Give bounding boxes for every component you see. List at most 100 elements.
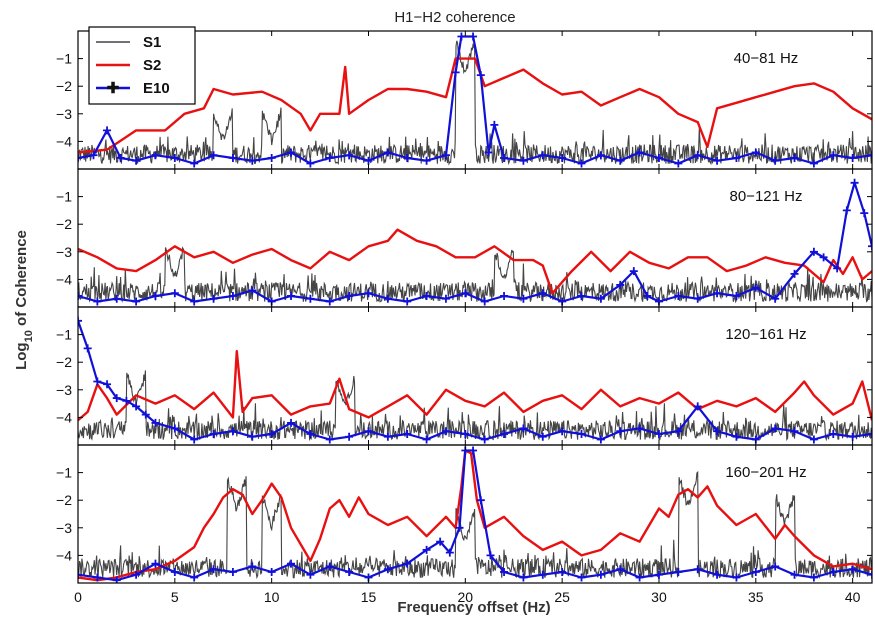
e10-marker	[248, 432, 257, 441]
e10-marker	[345, 151, 354, 160]
e10-marker	[422, 435, 431, 444]
e10-marker	[538, 570, 547, 579]
e10-marker	[209, 294, 218, 303]
panel-3-plot-area	[78, 316, 872, 444]
e10-marker	[103, 380, 112, 389]
e10-marker	[500, 153, 509, 162]
e10-marker	[325, 153, 334, 162]
y-tick-label: −1	[56, 327, 72, 343]
panel-2-plot-area	[78, 178, 872, 306]
e10-marker	[577, 429, 586, 438]
e10-marker	[809, 247, 818, 256]
e10-marker	[850, 178, 859, 187]
e10-marker	[151, 291, 160, 300]
panel-3: −4 −3 −2 −1 120−161 Hz	[56, 306, 873, 446]
e10-marker	[635, 424, 644, 433]
e10-marker	[345, 291, 354, 300]
e10-marker	[306, 159, 315, 168]
e10-marker	[248, 156, 257, 165]
e10-marker	[674, 291, 683, 300]
e10-marker	[771, 562, 780, 571]
e10-marker	[445, 548, 454, 557]
e10-marker	[809, 573, 818, 582]
e10-marker	[287, 559, 296, 568]
e10-marker	[455, 523, 464, 532]
e10-marker	[267, 567, 276, 576]
y-axis-label-main: Log	[13, 342, 30, 370]
e10-marker	[383, 432, 392, 441]
e10-marker	[596, 294, 605, 303]
e10-marker	[190, 159, 199, 168]
e10-marker	[78, 316, 82, 325]
e10-marker	[469, 446, 478, 455]
e10-marker	[287, 291, 296, 300]
e10-marker	[500, 567, 509, 576]
e10-marker	[403, 153, 412, 162]
e10-marker	[490, 120, 499, 129]
e10-marker	[790, 570, 799, 579]
e10-marker	[383, 294, 392, 303]
e10-marker	[616, 565, 625, 574]
e10-marker	[190, 573, 199, 582]
panel-4: −4 −3 −2 −1 160−201 Hz	[56, 444, 873, 584]
e10-marker	[829, 429, 838, 438]
e10-marker	[809, 435, 818, 444]
e10-marker	[519, 294, 528, 303]
series-s2-line	[78, 57, 872, 154]
y-tick-label: −2	[56, 216, 72, 232]
x-tick-label: 30	[651, 589, 667, 605]
legend-marker-e10: ✚	[107, 80, 120, 97]
e10-marker	[209, 151, 218, 160]
y-tick-label: −2	[56, 354, 72, 370]
e10-marker	[674, 567, 683, 576]
e10-marker	[842, 206, 851, 215]
e10-marker	[558, 153, 567, 162]
e10-marker	[476, 496, 485, 505]
e10-marker	[868, 151, 872, 160]
e10-marker	[78, 291, 82, 300]
e10-marker	[486, 551, 495, 560]
x-tick-label: 40	[845, 589, 861, 605]
e10-marker	[228, 291, 237, 300]
e10-marker	[538, 432, 547, 441]
y-tick-label: −2	[56, 78, 72, 94]
e10-marker	[732, 153, 741, 162]
e10-marker	[170, 153, 179, 162]
e10-marker	[345, 432, 354, 441]
e10-marker	[112, 294, 121, 303]
e10-marker	[151, 418, 160, 427]
e10-marker	[654, 429, 663, 438]
e10-marker	[829, 567, 838, 576]
series-s2-line	[78, 449, 872, 582]
y-tick-label: −2	[56, 492, 72, 508]
e10-marker	[476, 71, 485, 80]
y-tick-label: −1	[56, 189, 72, 205]
e10-marker	[441, 294, 450, 303]
panel-1-plot-area	[78, 32, 872, 168]
e10-marker	[629, 267, 638, 276]
e10-marker	[848, 432, 857, 441]
series-e10-line	[78, 320, 872, 441]
panel-4-frame	[77, 444, 873, 584]
e10-marker	[819, 253, 828, 262]
e10-marker	[538, 289, 547, 298]
panel-2-label: 80−121 Hz	[730, 188, 803, 205]
e10-marker	[500, 429, 509, 438]
e10-marker	[461, 429, 470, 438]
legend-label-s2: S2	[143, 57, 161, 74]
e10-marker	[364, 289, 373, 298]
e10-marker	[616, 156, 625, 165]
x-tick-label: 25	[554, 589, 570, 605]
e10-marker	[732, 291, 741, 300]
e10-marker	[190, 297, 199, 306]
e10-marker	[480, 297, 489, 306]
e10-marker	[78, 153, 82, 162]
panel-1-label: 40−81 Hz	[734, 50, 799, 67]
e10-marker	[151, 559, 160, 568]
e10-marker	[693, 151, 702, 160]
e10-marker	[364, 156, 373, 165]
e10-marker	[674, 159, 683, 168]
y-tick-label: −4	[56, 409, 72, 425]
e10-marker	[170, 567, 179, 576]
